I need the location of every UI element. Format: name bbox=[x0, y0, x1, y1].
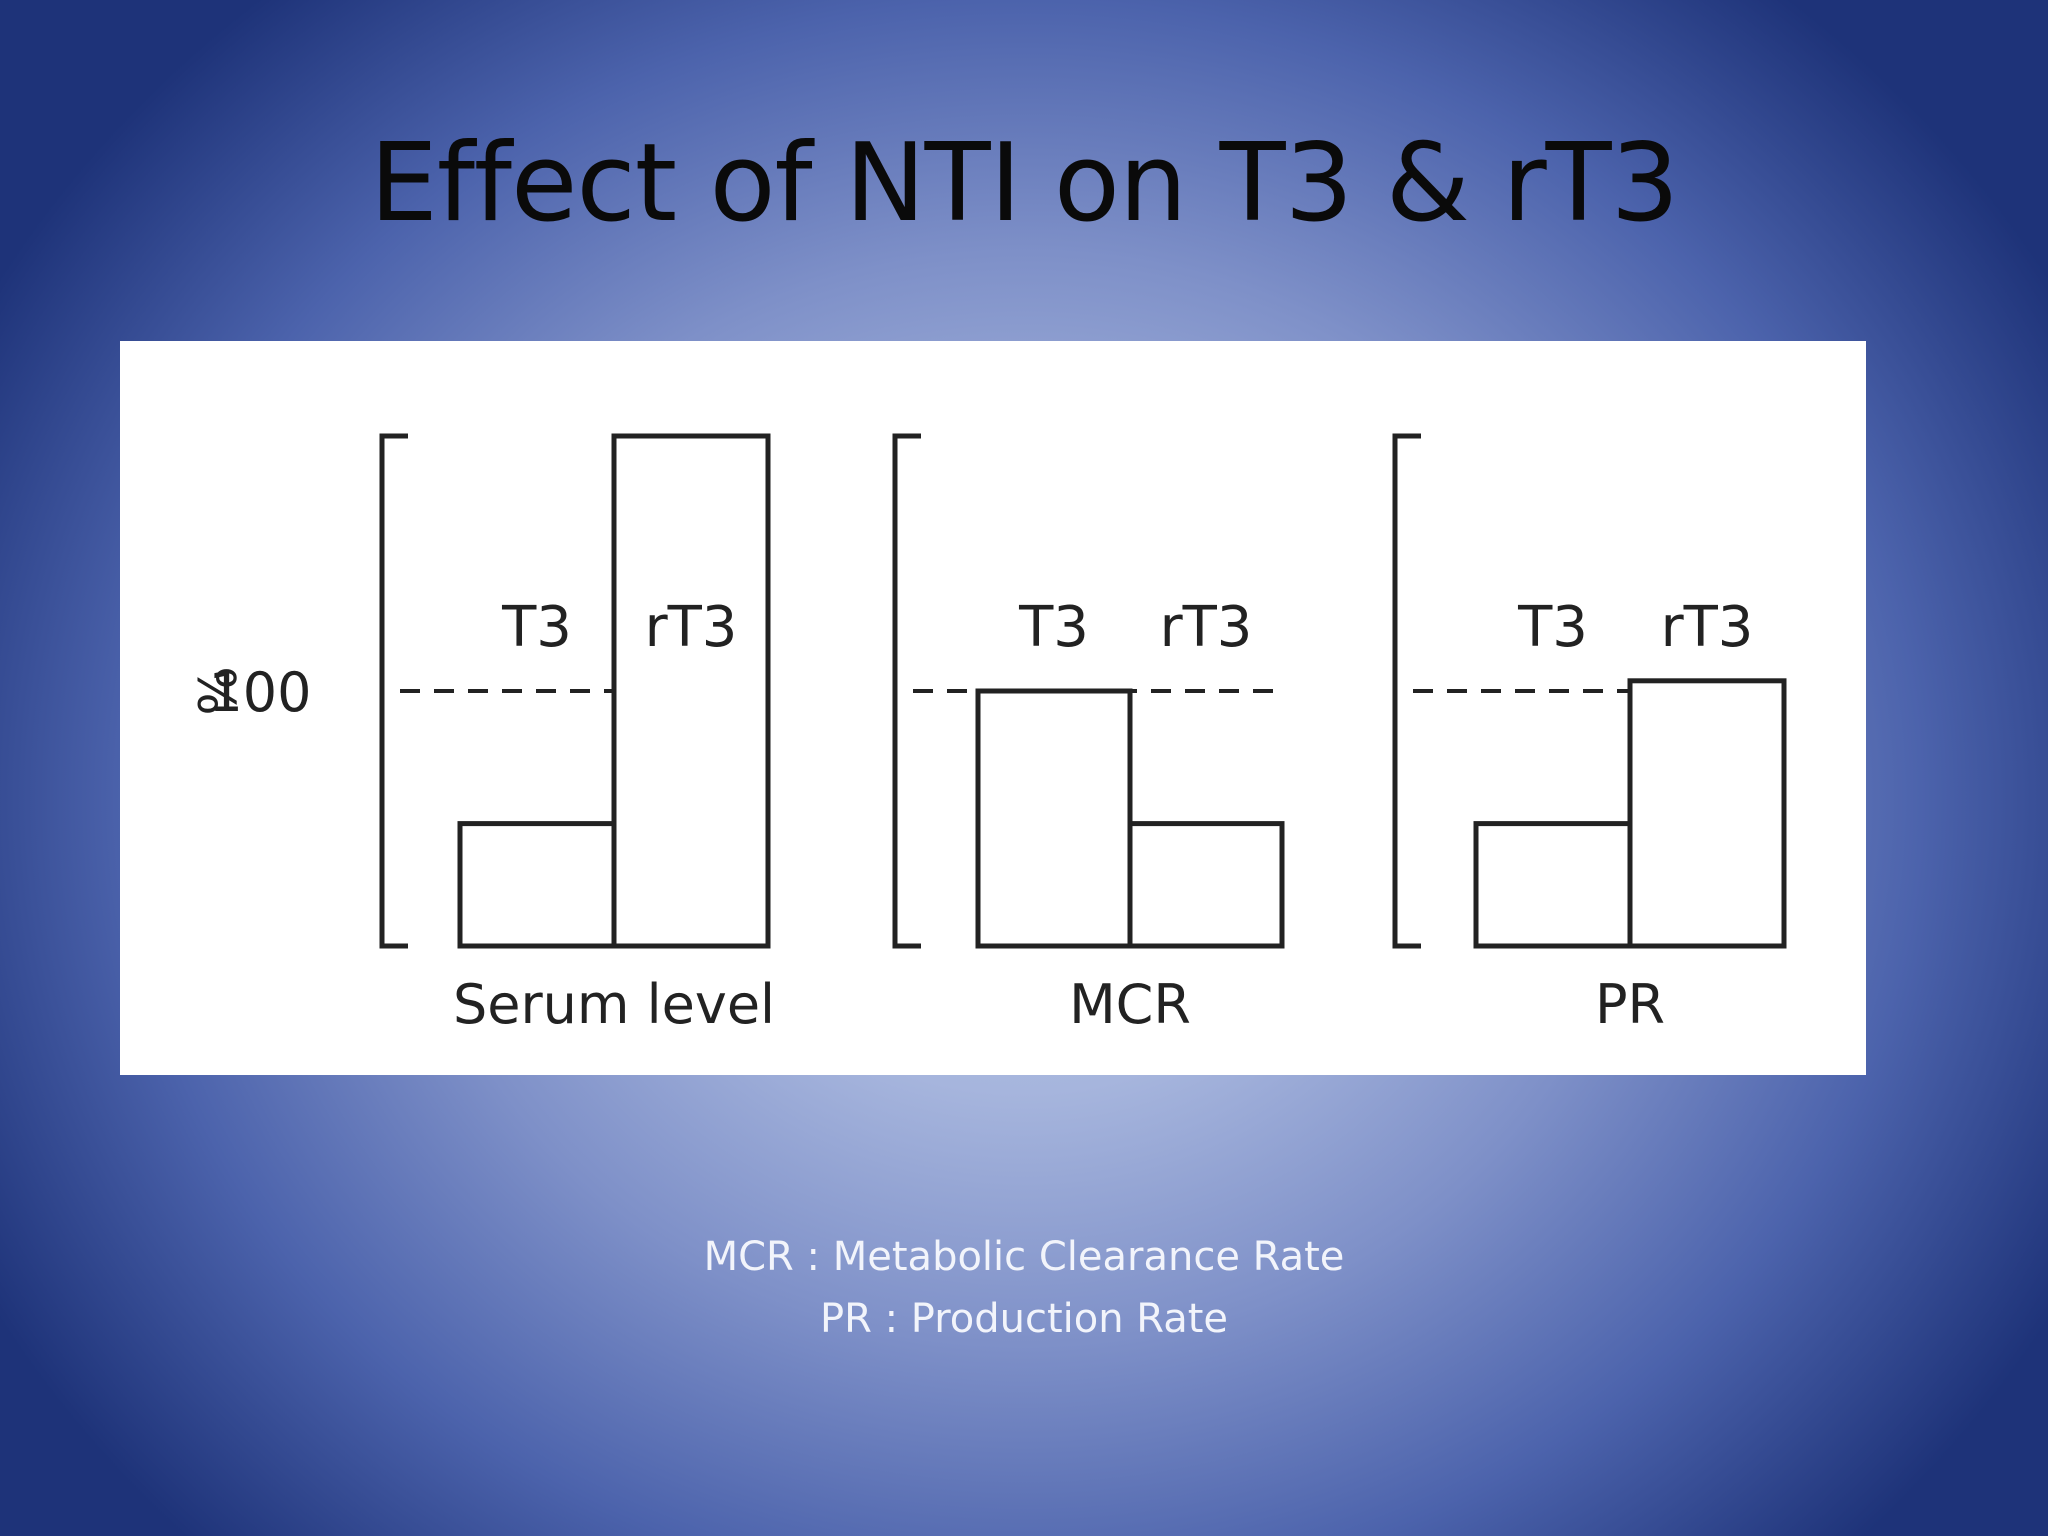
mcr-bar-t3 bbox=[975, 688, 1133, 949]
pr-panel-title: PR bbox=[1595, 973, 1665, 1036]
mcr-axis-bracket bbox=[892, 433, 921, 949]
footnote-pr: PR : Production Rate bbox=[819, 1296, 1229, 1342]
serum-level-panel-title: Serum level bbox=[453, 973, 775, 1036]
pr-category-label-t3: T3 bbox=[1517, 595, 1588, 660]
mcr-category-label-t3: T3 bbox=[1018, 595, 1089, 660]
bar-charts-svg: T3 rT3 Serum level%100 T3 rT3 MCR T3 rT3 PR bbox=[185, 433, 1787, 1036]
slide-title: Effect of NTI on T3 & rT3 bbox=[369, 121, 1680, 246]
serum-level-bar-t3 bbox=[457, 821, 617, 949]
pr-bar-rt3 bbox=[1627, 678, 1787, 949]
serum-level-ytick-label: 100 bbox=[208, 661, 311, 724]
mcr-panel-title: MCR bbox=[1069, 973, 1191, 1036]
serum-level-category-label-rt3: rT3 bbox=[645, 595, 738, 660]
footnote-mcr: MCR : Metabolic Clearance Rate bbox=[703, 1234, 1345, 1280]
pr-axis-bracket bbox=[1392, 433, 1421, 949]
serum-level-bar-rt3 bbox=[611, 433, 771, 949]
footnotes: MCR : Metabolic Clearance Rate PR : Prod… bbox=[0, 1226, 2048, 1350]
pr-category-label-rt3: rT3 bbox=[1661, 595, 1754, 660]
mcr-category-label-rt3: rT3 bbox=[1160, 595, 1253, 660]
pr-bar-t3 bbox=[1473, 821, 1633, 949]
serum-level-category-label-t3: T3 bbox=[501, 595, 572, 660]
serum-level-ylabel: % bbox=[185, 666, 245, 715]
chart-figure: T3 rT3 Serum level% 100 T3 rT3 MCR T3 rT3 PR bbox=[120, 341, 1866, 1075]
serum-level-axis-bracket bbox=[379, 433, 408, 949]
mcr-bar-rt3 bbox=[1127, 821, 1285, 949]
